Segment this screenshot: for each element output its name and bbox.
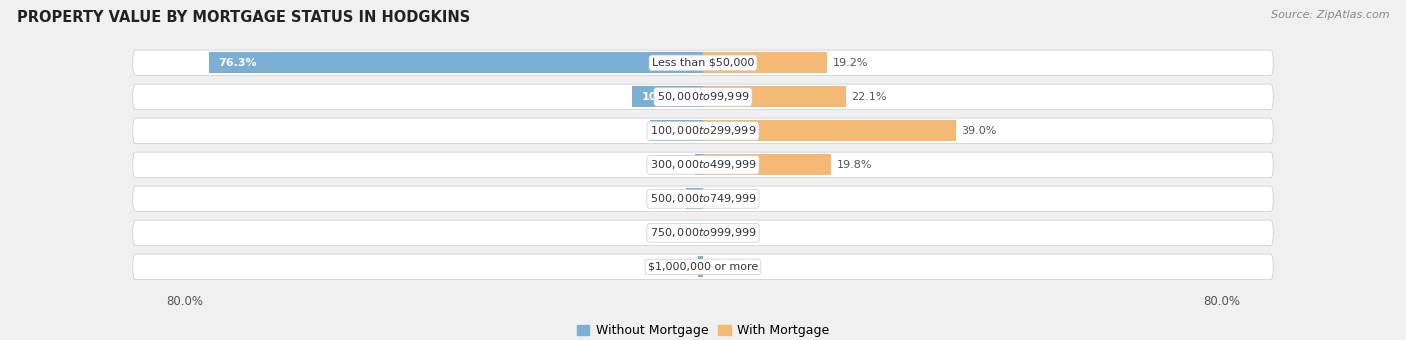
Text: 76.3%: 76.3%: [218, 58, 257, 68]
Text: 8.2%: 8.2%: [659, 126, 690, 136]
Bar: [699, 256, 703, 277]
Bar: [703, 52, 827, 73]
Bar: [703, 86, 846, 107]
FancyBboxPatch shape: [132, 152, 1274, 177]
Text: $750,000 to $999,999: $750,000 to $999,999: [650, 226, 756, 239]
FancyBboxPatch shape: [132, 254, 1274, 279]
Text: 1.2%: 1.2%: [662, 160, 690, 170]
Text: $300,000 to $499,999: $300,000 to $499,999: [650, 158, 756, 171]
Bar: [650, 120, 703, 141]
Text: 0.0%: 0.0%: [669, 228, 697, 238]
FancyBboxPatch shape: [132, 118, 1274, 143]
Bar: [208, 52, 703, 73]
Text: $1,000,000 or more: $1,000,000 or more: [648, 262, 758, 272]
Text: 10.9%: 10.9%: [643, 92, 681, 102]
Bar: [703, 154, 831, 175]
Text: 22.1%: 22.1%: [852, 92, 887, 102]
Bar: [633, 86, 703, 107]
Text: $100,000 to $299,999: $100,000 to $299,999: [650, 124, 756, 137]
Text: Less than $50,000: Less than $50,000: [652, 58, 754, 68]
Text: 0.0%: 0.0%: [709, 262, 737, 272]
Text: 39.0%: 39.0%: [960, 126, 997, 136]
Text: 0.74%: 0.74%: [658, 262, 693, 272]
FancyBboxPatch shape: [132, 186, 1274, 211]
FancyBboxPatch shape: [132, 220, 1274, 245]
Legend: Without Mortgage, With Mortgage: Without Mortgage, With Mortgage: [576, 324, 830, 337]
Text: $500,000 to $749,999: $500,000 to $749,999: [650, 192, 756, 205]
Bar: [695, 154, 703, 175]
Text: $50,000 to $99,999: $50,000 to $99,999: [657, 90, 749, 103]
Text: Source: ZipAtlas.com: Source: ZipAtlas.com: [1271, 10, 1389, 20]
Text: PROPERTY VALUE BY MORTGAGE STATUS IN HODGKINS: PROPERTY VALUE BY MORTGAGE STATUS IN HOD…: [17, 10, 470, 25]
Text: 0.0%: 0.0%: [709, 228, 737, 238]
FancyBboxPatch shape: [132, 84, 1274, 109]
Text: 2.7%: 2.7%: [652, 194, 681, 204]
Bar: [703, 120, 956, 141]
Text: 19.2%: 19.2%: [832, 58, 868, 68]
Text: 19.8%: 19.8%: [837, 160, 872, 170]
FancyBboxPatch shape: [132, 50, 1274, 75]
Text: 0.0%: 0.0%: [709, 194, 737, 204]
Bar: [686, 188, 703, 209]
